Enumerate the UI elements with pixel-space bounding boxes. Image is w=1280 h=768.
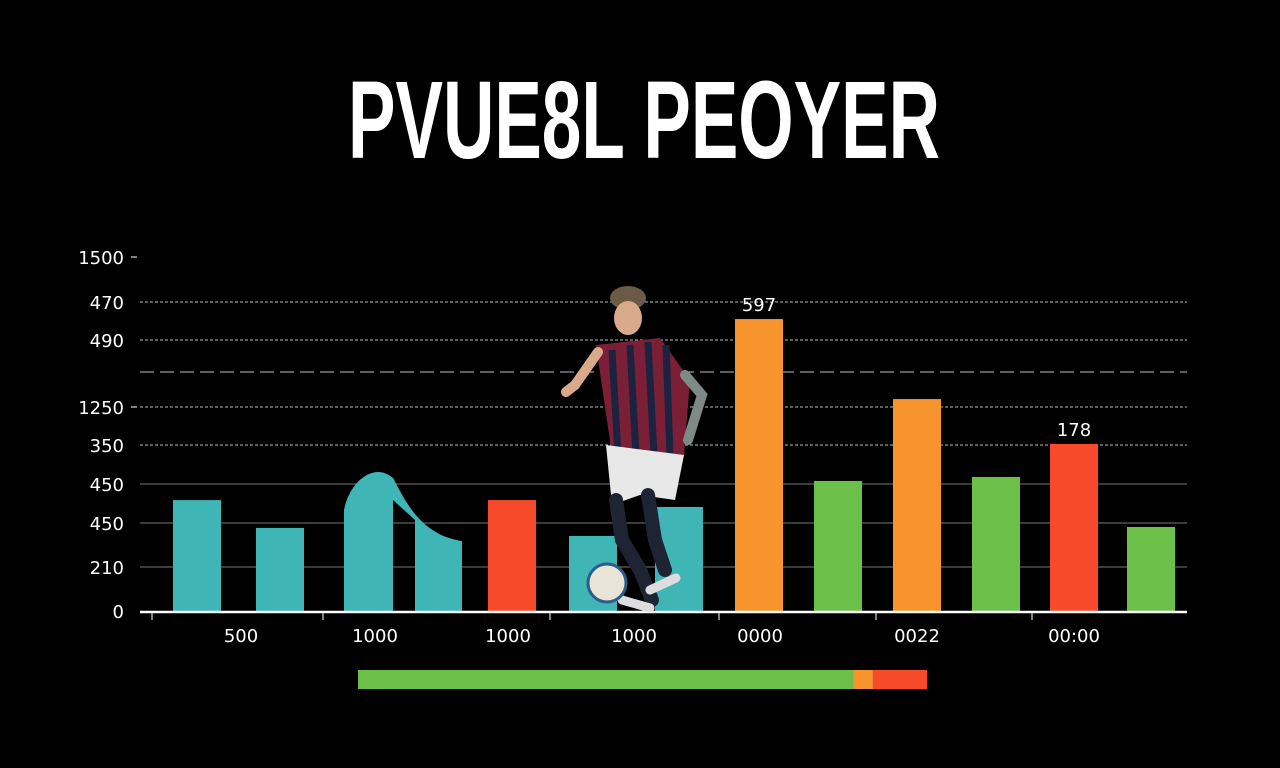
progress-segment [358,670,854,689]
progress-segment [853,670,873,689]
progress-segment [872,670,927,689]
bar [173,500,221,611]
y-tick-label: 1250 [78,398,124,419]
y-tick-label: 350 [90,436,124,457]
y-tick-label: 210 [90,558,124,579]
x-tick-label: 0022 [894,626,940,647]
bar [1050,443,1098,611]
progress-bar [358,670,927,689]
y-tick-label: 450 [90,514,124,535]
x-tick-label: 1000 [352,626,398,647]
bar [735,319,783,611]
y-tick-label: 470 [90,293,124,314]
y-tick-label: 1500 [78,248,124,269]
x-tick-label: 0000 [737,626,783,647]
y-tick-label: 490 [90,331,124,352]
bar [344,472,462,611]
bar [488,500,536,611]
x-tick-label: 00:00 [1048,626,1100,647]
chart-title: PVUE8L PEOYER [348,59,940,182]
y-tick-label: 450 [90,475,124,496]
x-tick-label: 500 [224,626,258,647]
bar [814,480,862,611]
x-tick-label: 1000 [611,626,657,647]
bar [1127,526,1175,611]
bar [893,399,941,611]
bar [972,476,1020,611]
y-tick-label: 0 [113,602,124,623]
bar [256,527,304,611]
soccer-player-image [561,286,708,613]
bar-data-label: 597 [742,295,776,316]
x-tick-label: 1000 [485,626,531,647]
bar-data-label: 178 [1057,420,1091,441]
